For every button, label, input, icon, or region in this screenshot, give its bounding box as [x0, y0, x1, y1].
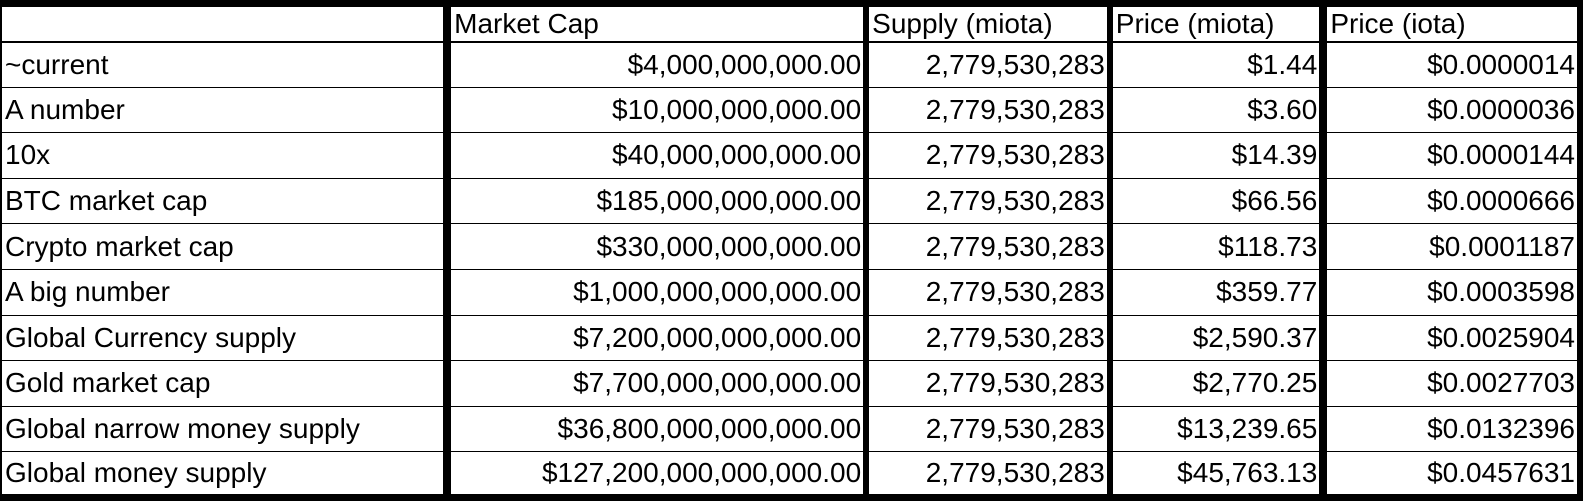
price-miota-cell: $2,770.25 — [1106, 360, 1324, 407]
table-row: A big number $1,000,000,000,000.00 2,779,5… — [1, 268, 1580, 316]
price-iota-cell: $0.0001187 — [1319, 223, 1580, 270]
header-price-iota: Price (iota) — [1319, 3, 1580, 43]
market-cap-cell: $10,000,000,000.00 — [443, 86, 867, 134]
row-label-cell: BTC market cap — [1, 177, 448, 225]
row-label-cell: 10x — [1, 132, 448, 179]
row-label-cell: Crypto market cap — [1, 223, 448, 270]
market-cap-cell: $4,000,000,000.00 — [443, 41, 867, 88]
row-label-cell: A big number — [1, 268, 448, 316]
row-label-cell: ~current — [1, 41, 448, 88]
price-iota-cell: $0.0000036 — [1319, 86, 1580, 134]
row-label-cell: Global money supply — [1, 451, 448, 498]
table-row: BTC market cap $185,000,000,000.00 2,779,5… — [1, 177, 1580, 225]
supply-cell: 2,779,530,283 — [863, 360, 1110, 407]
price-miota-cell: $13,239.65 — [1106, 405, 1324, 453]
supply-cell: 2,779,530,283 — [863, 41, 1110, 88]
table-row: 10x $40,000,000,000.00 2,779,530,283 $14.39… — [1, 132, 1580, 179]
supply-cell: 2,779,530,283 — [863, 223, 1110, 270]
price-miota-cell: $2,590.37 — [1106, 314, 1324, 362]
supply-cell: 2,779,530,283 — [863, 86, 1110, 134]
header-label-cell — [1, 3, 448, 43]
table-row: Global money supply $127,200,000,000,000.… — [1, 451, 1580, 498]
market-cap-cell: $36,800,000,000,000.00 — [443, 405, 867, 453]
table-row: ~current $4,000,000,000.00 2,779,530,283 $1… — [1, 41, 1580, 88]
price-iota-cell: $0.0003598 — [1319, 268, 1580, 316]
table-row: Global Currency supply $7,200,000,000,000… — [1, 314, 1580, 362]
table-row: Global narrow money supply $36,800,000,00… — [1, 405, 1580, 453]
price-miota-cell: $66.56 — [1106, 177, 1324, 225]
market-cap-cell: $7,700,000,000,000.00 — [443, 360, 867, 407]
row-label-cell: Global narrow money supply — [1, 405, 448, 453]
row-label-cell: Global Currency supply — [1, 314, 448, 362]
table-body: ~current $4,000,000,000.00 2,779,530,283 $1… — [1, 41, 1580, 498]
price-miota-cell: $118.73 — [1106, 223, 1324, 270]
header-market-cap: Market Cap — [443, 3, 867, 43]
price-miota-cell: $3.60 — [1106, 86, 1324, 134]
table-row: A number $10,000,000,000.00 2,779,530,283 $… — [1, 86, 1580, 134]
supply-cell: 2,779,530,283 — [863, 314, 1110, 362]
price-iota-cell: $0.0132396 — [1319, 405, 1580, 453]
market-cap-cell: $330,000,000,000.00 — [443, 223, 867, 270]
supply-cell: 2,779,530,283 — [863, 451, 1110, 498]
row-label-cell: A number — [1, 86, 448, 134]
header-row: Market Cap Supply (miota) Price (miota) … — [1, 3, 1580, 43]
market-cap-cell: $40,000,000,000.00 — [443, 132, 867, 179]
market-cap-cell: $7,200,000,000,000.00 — [443, 314, 867, 362]
price-miota-cell: $14.39 — [1106, 132, 1324, 179]
price-miota-cell: $45,763.13 — [1106, 451, 1324, 498]
supply-cell: 2,779,530,283 — [863, 268, 1110, 316]
table-row: Gold market cap $7,700,000,000,000.00 2,77… — [1, 360, 1580, 407]
price-iota-cell: $0.0000666 — [1319, 177, 1580, 225]
market-cap-cell: $1,000,000,000,000.00 — [443, 268, 867, 316]
price-iota-cell: $0.0000144 — [1319, 132, 1580, 179]
price-iota-cell: $0.0027703 — [1319, 360, 1580, 407]
row-label-cell: Gold market cap — [1, 360, 448, 407]
price-miota-cell: $359.77 — [1106, 268, 1324, 316]
market-cap-cell: $127,200,000,000,000.00 — [443, 451, 867, 498]
market-cap-cell: $185,000,000,000.00 — [443, 177, 867, 225]
price-iota-cell: $0.0025904 — [1319, 314, 1580, 362]
header-supply: Supply (miota) — [863, 3, 1110, 43]
supply-cell: 2,779,530,283 — [863, 177, 1110, 225]
price-iota-cell: $0.0457631 — [1319, 451, 1580, 498]
supply-cell: 2,779,530,283 — [863, 132, 1110, 179]
table-row: Crypto market cap $330,000,000,000.00 2,77… — [1, 223, 1580, 270]
supply-cell: 2,779,530,283 — [863, 405, 1110, 453]
price-miota-cell: $1.44 — [1106, 41, 1324, 88]
header-price-miota: Price (miota) — [1106, 3, 1324, 43]
price-iota-cell: $0.0000014 — [1319, 41, 1580, 88]
